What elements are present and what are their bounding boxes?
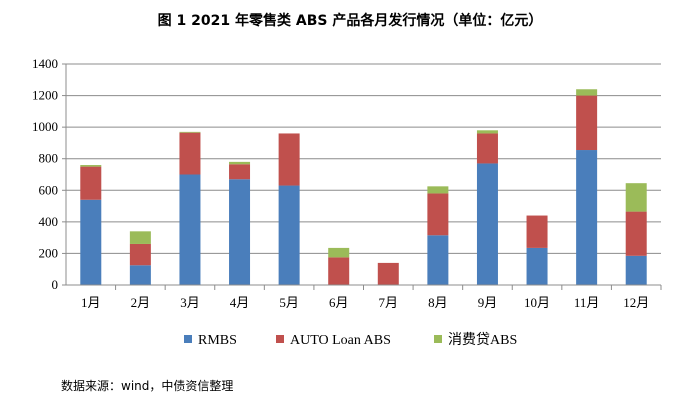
bar-segment [625, 211, 647, 256]
bar-segment [278, 185, 300, 285]
bar-segment [427, 235, 449, 285]
bar-segment [526, 215, 548, 248]
x-tick-label: 11月 [574, 295, 600, 310]
legend-swatch [434, 335, 442, 343]
legend-label: RMBS [198, 333, 237, 348]
bar-segment [476, 133, 498, 164]
bar-segment [427, 193, 449, 236]
source-note: 数据来源：wind，中债资信整理 [61, 379, 234, 393]
x-tick-label: 1月 [81, 295, 101, 310]
legend-swatch [184, 335, 192, 343]
bar-segment [625, 183, 647, 212]
bar-segment [80, 165, 102, 167]
bar-segment [377, 262, 399, 285]
x-tick-label: 10月 [524, 295, 550, 310]
bar-segment [229, 164, 251, 180]
bar-segment [179, 132, 201, 175]
x-tick-label: 12月 [623, 295, 649, 310]
y-tick-label: 600 [39, 182, 59, 197]
y-tick-label: 800 [39, 151, 59, 166]
x-tick-label: 4月 [230, 295, 250, 310]
chart-title: 图 1 2021 年零售类 ABS 产品各月发行情况（单位：亿元） [157, 13, 543, 29]
bar-segment [229, 179, 251, 285]
y-tick-label: 1400 [32, 56, 58, 71]
x-tick-label: 9月 [478, 295, 498, 310]
x-tick-label: 3月 [180, 295, 200, 310]
bar-segment [476, 163, 498, 285]
bar-segment [576, 150, 598, 285]
x-tick-label: 7月 [379, 295, 399, 310]
bar-segment [129, 265, 151, 285]
bar-segment [526, 247, 548, 285]
x-tick-label: 2月 [131, 295, 151, 310]
bar-segment [427, 186, 449, 194]
bar-segment [80, 166, 102, 200]
legend-label: AUTO Loan ABS [290, 333, 391, 348]
y-tick-label: 1000 [32, 119, 58, 134]
bar-segment [229, 161, 251, 165]
bar-segment [328, 247, 350, 258]
bar-marks [80, 89, 647, 285]
bar-segment [576, 89, 598, 96]
y-tick-label: 400 [39, 214, 59, 229]
bar-segment [576, 95, 598, 151]
y-tick-label: 1200 [32, 88, 58, 103]
x-tick-labels: 1月 2月 3月 4月 5月 6月 7月 8月 9月 10月 11月 12月 [81, 295, 649, 310]
legend-swatch [276, 335, 284, 343]
y-tick-label: 200 [39, 245, 59, 260]
x-tick-label: 5月 [279, 295, 299, 310]
bar-segment [80, 199, 102, 285]
y-tick-labels: 0 200 400 600 800 1000 1200 1400 [32, 56, 58, 292]
bar-segment [625, 255, 647, 285]
bar-segment [179, 131, 201, 133]
grid-lines [66, 63, 661, 254]
bar-segment [129, 243, 151, 266]
x-tick-label: 8月 [428, 295, 448, 310]
x-tick-label: 6月 [329, 295, 349, 310]
legend-label: 消费贷ABS [448, 332, 517, 348]
bar-segment [129, 231, 151, 244]
y-tick-label: 0 [52, 277, 59, 292]
axes [62, 63, 662, 290]
bar-segment [476, 130, 498, 134]
legend: RMBS AUTO Loan ABS 消费贷ABS [184, 332, 517, 348]
bar-segment [278, 133, 300, 186]
bar-segment [328, 257, 350, 285]
bar-segment [179, 174, 201, 285]
